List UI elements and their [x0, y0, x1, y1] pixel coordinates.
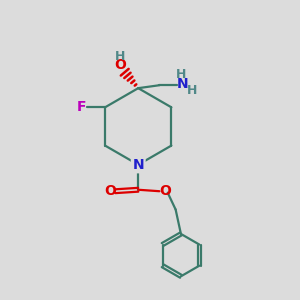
Text: N: N — [132, 158, 144, 172]
Text: F: F — [77, 100, 86, 114]
Text: H: H — [176, 68, 187, 80]
Text: N: N — [176, 77, 188, 91]
Text: H: H — [116, 50, 126, 63]
Text: O: O — [104, 184, 116, 198]
Text: H: H — [187, 84, 197, 97]
Text: O: O — [115, 58, 127, 73]
Text: O: O — [159, 184, 171, 198]
